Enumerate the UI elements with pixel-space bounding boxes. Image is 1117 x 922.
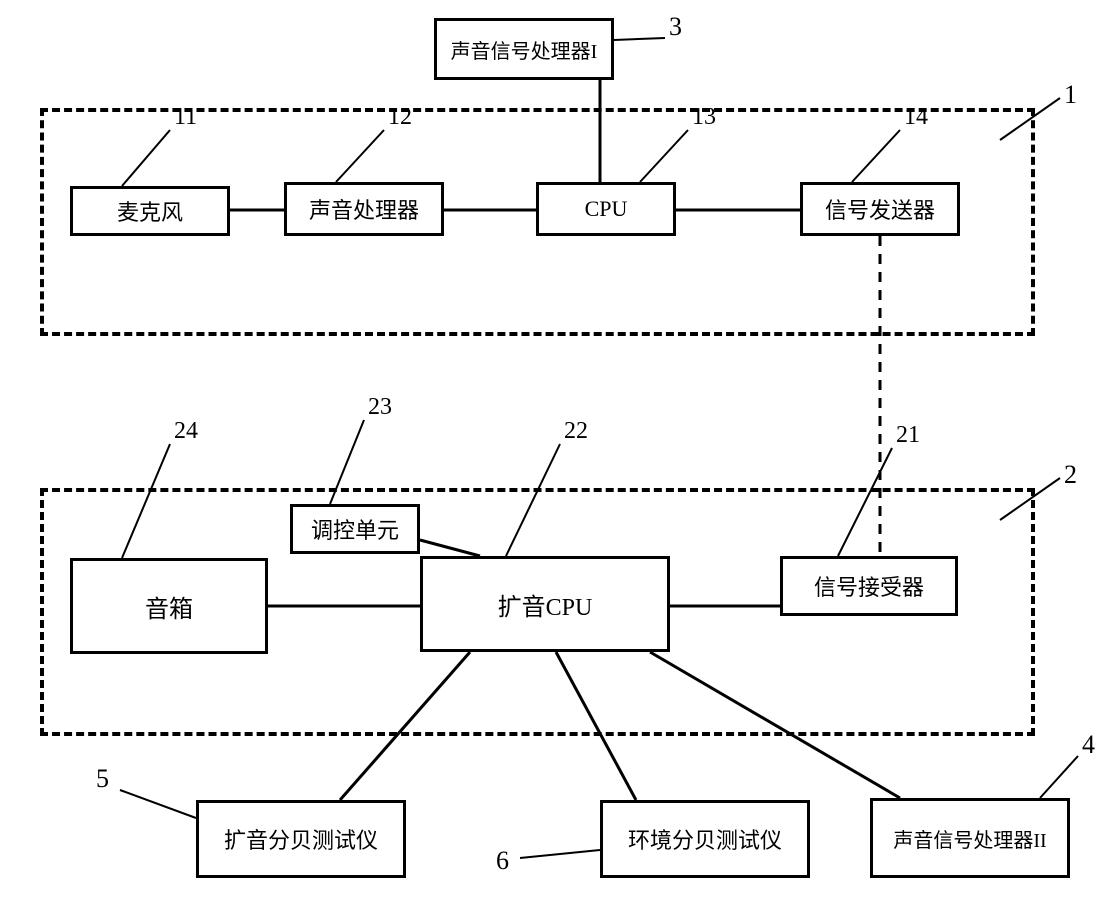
node-n11: 麦克风 (70, 186, 230, 236)
node-n12: 声音处理器 (284, 182, 444, 236)
node-n22: 扩音CPU (420, 556, 670, 652)
node-ref-3: 3 (669, 12, 682, 42)
node-label-n14: 信号发送器 (825, 193, 935, 225)
node-ref-24: 24 (174, 418, 198, 445)
node-ref-22: 22 (564, 418, 588, 445)
node-ref-4: 4 (1082, 730, 1095, 760)
node-label-n6: 环境分贝测试仪 (628, 823, 782, 855)
node-ref-23: 23 (368, 394, 392, 421)
node-label-n4: 声音信号处理器II (893, 824, 1046, 853)
container-ref-1: 1 (1064, 80, 1077, 110)
node-n14: 信号发送器 (800, 182, 960, 236)
node-n13: CPU (536, 182, 676, 236)
node-n5: 扩音分贝测试仪 (196, 800, 406, 878)
node-n4: 声音信号处理器II (870, 798, 1070, 878)
node-label-n3: 声音信号处理器I (451, 35, 598, 64)
node-label-n12: 声音处理器 (309, 193, 419, 225)
node-n21: 信号接受器 (780, 556, 958, 616)
node-label-n21: 信号接受器 (814, 570, 924, 602)
node-ref-13: 13 (692, 104, 716, 131)
node-ref-5: 5 (96, 764, 109, 794)
node-ref-14: 14 (904, 104, 928, 131)
node-label-n13: CPU (585, 196, 628, 222)
node-ref-12: 12 (388, 104, 412, 131)
node-ref-21: 21 (896, 422, 920, 449)
node-label-n11: 麦克风 (117, 195, 183, 227)
node-label-n22: 扩音CPU (498, 587, 593, 622)
node-n24: 音箱 (70, 558, 268, 654)
node-label-n24: 音箱 (145, 589, 193, 624)
node-ref-6: 6 (496, 846, 509, 876)
node-ref-11: 11 (174, 104, 197, 131)
diagram-canvas: 声音信号处理器I 麦克风 声音处理器 CPU 信号发送器音箱 调控单元扩音CPU 信号接受器… (0, 0, 1117, 922)
node-n23: 调控单元 (290, 504, 420, 554)
container-ref-2: 2 (1064, 460, 1077, 490)
node-n6: 环境分贝测试仪 (600, 800, 810, 878)
node-label-n5: 扩音分贝测试仪 (224, 823, 378, 855)
node-label-n23: 调控单元 (311, 513, 399, 545)
node-n3: 声音信号处理器I (434, 18, 614, 80)
